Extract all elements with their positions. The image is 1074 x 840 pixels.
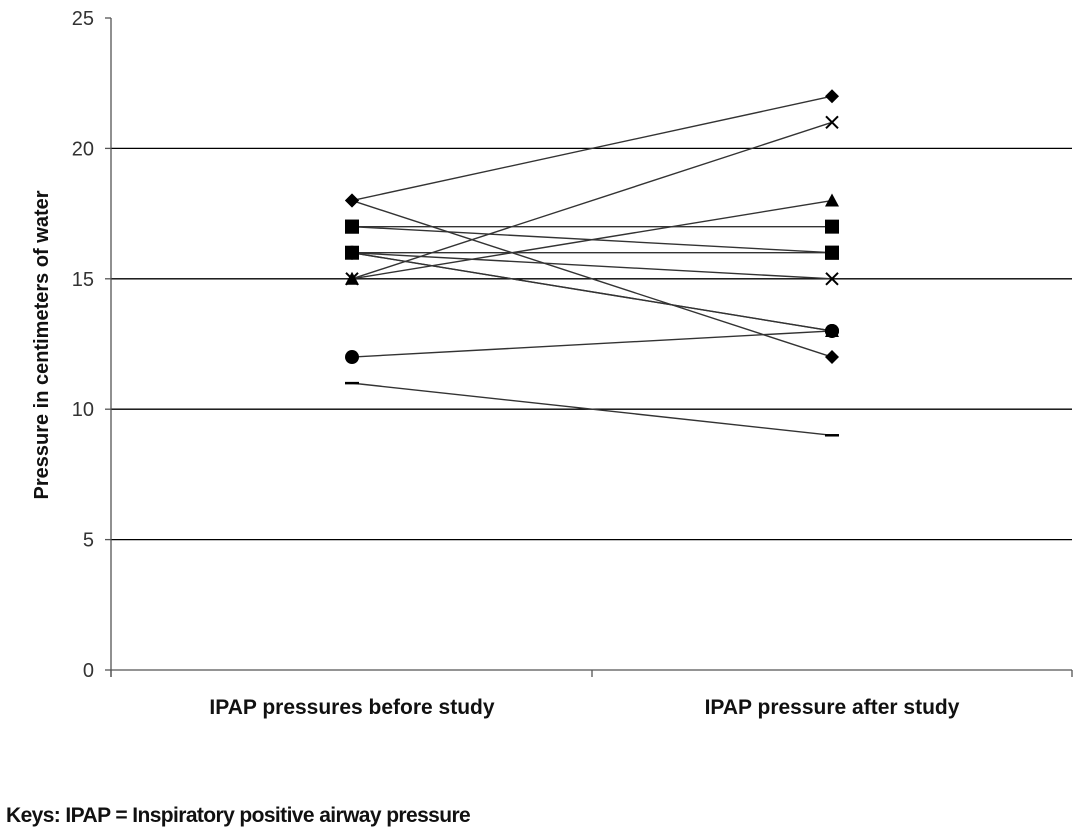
y-tick-label: 0	[83, 660, 94, 682]
series-line	[351, 95, 833, 202]
diamond-marker	[825, 350, 839, 365]
series-line	[351, 121, 833, 280]
y-axis-label: Pressure in centimeters of water	[31, 190, 53, 499]
series-line	[351, 225, 833, 254]
y-tick-label: 20	[72, 138, 94, 160]
diamond-marker	[825, 89, 839, 104]
footnote: Keys: IPAP = Inspiratory positive airway…	[6, 804, 471, 827]
series-markers	[345, 89, 839, 437]
y-tick-label: 15	[72, 269, 94, 291]
y-tick-label: 25	[72, 8, 94, 30]
series-line	[351, 330, 833, 358]
series-lines	[351, 95, 833, 436]
x-category-label: IPAP pressures before study	[209, 696, 494, 719]
square-marker	[345, 219, 359, 234]
square-marker	[825, 245, 839, 260]
x-category-label: IPAP pressure after study	[705, 696, 960, 719]
x-marker	[825, 272, 839, 286]
y-tick-labels: 0 5 10 15 20 25	[72, 8, 94, 682]
diamond-marker	[345, 193, 359, 208]
y-tick-label: 5	[83, 530, 94, 552]
circle-marker	[345, 245, 359, 260]
series-line	[351, 252, 833, 280]
axes	[105, 17, 1073, 677]
x-category-labels: IPAP pressures before study IPAP pressure…	[209, 696, 959, 719]
y-tick-label: 10	[72, 399, 94, 421]
circle-marker	[345, 350, 359, 365]
series-line	[351, 382, 833, 436]
series-line	[351, 252, 833, 332]
square-marker	[825, 219, 839, 234]
triangle-marker	[825, 193, 839, 207]
circle-marker	[825, 323, 839, 338]
triangle-marker	[345, 271, 359, 285]
x-marker	[825, 115, 839, 130]
